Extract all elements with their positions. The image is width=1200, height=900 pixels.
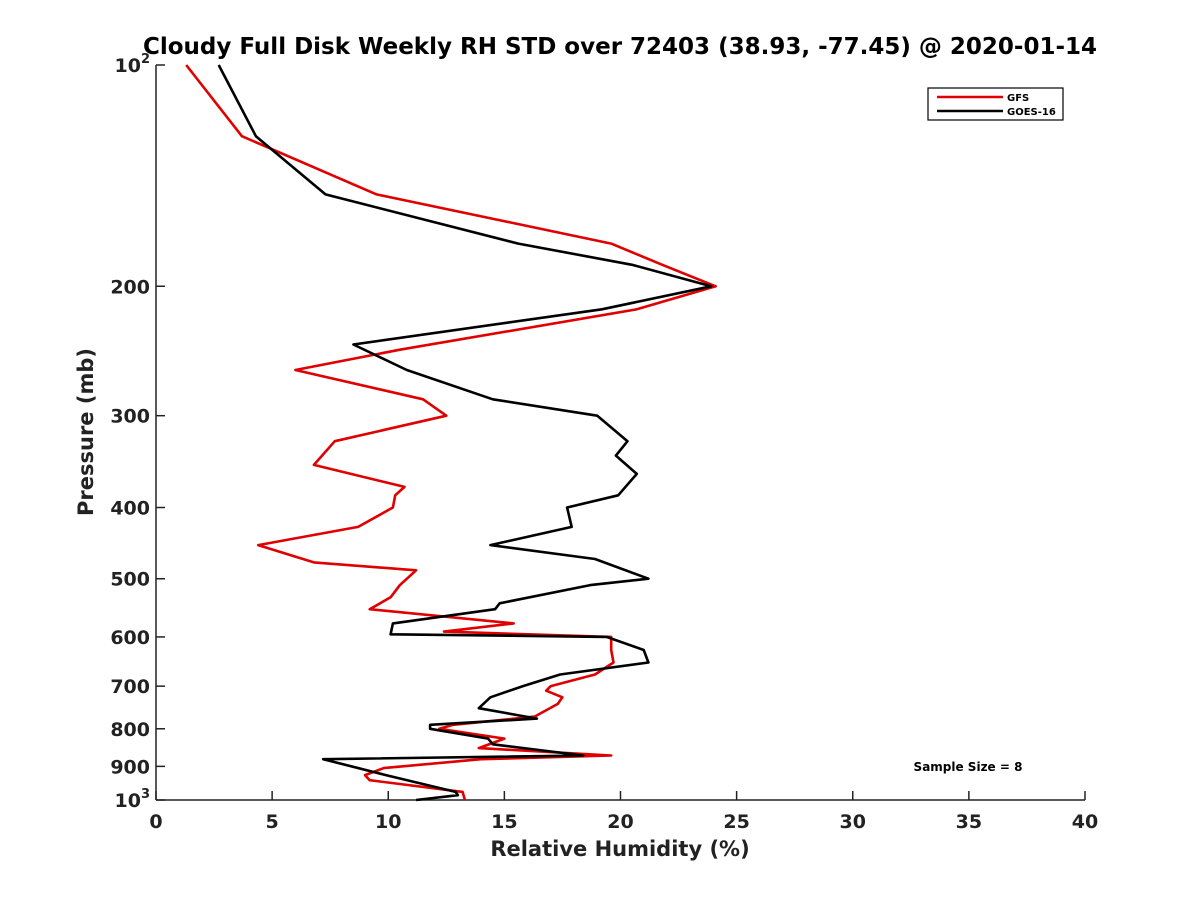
y-tick-label: 103 [115,787,151,812]
x-tick-label: 30 [840,811,866,833]
series-line-gfs [185,64,718,801]
x-tick-label: 0 [149,811,162,833]
y-tick-label: 400 [110,498,150,520]
y-tick-label: 300 [110,406,150,428]
y-axis-label: Pressure (mb) [74,348,98,516]
x-tick-label: 20 [607,811,633,833]
y-tick-label: 500 [110,569,150,591]
y-tick-label: 600 [110,627,150,649]
y-tick-label: 102 [115,52,151,77]
y-tick-label: 700 [110,676,150,698]
sample-size-annotation: Sample Size = 8 [914,760,1023,774]
plot-area: 0 5 10 15 20 25 30 35 40 102 200 300 400 500 600 700 80… [110,52,1098,833]
x-tick-label: 15 [491,811,517,833]
x-tick-label: 40 [1072,811,1098,833]
y-tick-label: 800 [110,719,150,741]
legend-label-gfs: GFS [1007,93,1029,104]
series-line-goes16 [217,64,713,802]
y-tick-label: 200 [110,276,150,298]
legend: GFS GOES-16 [927,87,1064,121]
y-tick-label: 900 [110,756,150,778]
x-tick-label: 5 [266,811,279,833]
x-ticks: 0 5 10 15 20 25 30 35 40 [149,791,1098,833]
x-axis-label: Relative Humidity (%) [490,837,749,861]
legend-label-goes16: GOES-16 [1007,107,1056,118]
legend-box [927,87,1064,121]
series-layer [185,64,718,802]
x-tick-label: 10 [375,811,401,833]
y-ticks: 102 200 300 400 500 600 700 800 900 103 [110,52,165,812]
x-tick-label: 25 [723,811,749,833]
chart-title: Cloudy Full Disk Weekly RH STD over 7240… [143,34,1097,60]
x-tick-label: 35 [956,811,982,833]
